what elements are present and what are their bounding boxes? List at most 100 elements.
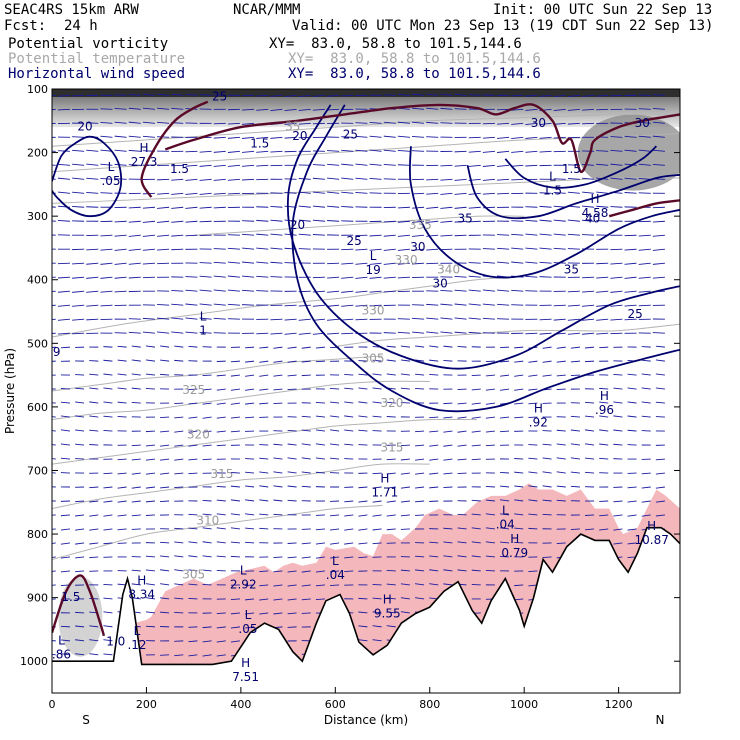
wind-vector-1676 — [103, 625, 113, 628]
theta-contour-360-10 — [52, 113, 680, 147]
wind-vector-711 — [142, 317, 155, 320]
wind-vector-1260 — [443, 486, 453, 488]
wind-vector-1464 — [216, 555, 226, 558]
wind-vector-8 — [157, 93, 170, 96]
wind-vector-1763 — [89, 653, 99, 656]
wind-vector-765 — [284, 332, 297, 335]
wind-vector-106 — [298, 122, 311, 125]
wind-vector-690 — [468, 303, 481, 306]
wind-vector-1441 — [514, 541, 524, 544]
wind-vector-883 — [89, 373, 99, 376]
wind-vector-231 — [199, 164, 212, 167]
contour-label-1: 25 — [212, 89, 227, 103]
wind-vector-1138 — [585, 443, 595, 446]
wind-vector-802 — [188, 345, 198, 348]
wind-vector-649 — [511, 289, 524, 292]
wind-vector-166 — [525, 136, 538, 139]
wind-vector-1205 — [287, 471, 297, 474]
wind-vector-1222 — [528, 471, 538, 474]
wind-vector-1388 — [386, 528, 396, 531]
wind-vector-870 — [528, 360, 538, 363]
wind-vector-800 — [160, 345, 170, 348]
wind-vector-1358 — [585, 514, 595, 516]
wind-vector-1058 — [75, 429, 85, 432]
wind-vector-882 — [75, 374, 85, 376]
wind-vector-165 — [511, 136, 524, 139]
wind-vector-339 — [482, 192, 495, 195]
wind-vector-1223 — [542, 471, 552, 474]
wind-vector-467 — [426, 234, 439, 237]
wind-vector-370 — [298, 205, 311, 208]
wind-vector-1151 — [145, 458, 155, 461]
wind-vector-1478 — [415, 555, 425, 558]
wind-vector-1076 — [330, 429, 340, 432]
wind-vector-264 — [52, 178, 56, 180]
wind-vector-122 — [525, 122, 538, 125]
wind-vector-1107 — [145, 444, 155, 447]
extremum-6: H.92 — [529, 402, 548, 430]
wind-vector-198 — [355, 149, 368, 152]
wind-vector-304 — [610, 177, 623, 180]
wind-vector-263 — [652, 164, 665, 166]
wind-vector-561 — [511, 261, 524, 264]
wind-vector-1556 — [273, 584, 283, 587]
wind-vector-769 — [341, 332, 354, 335]
wind-vector-1130 — [471, 444, 481, 447]
wind-vector-884 — [103, 373, 113, 376]
wind-vector-1075 — [315, 429, 325, 432]
wind-vector-851 — [259, 360, 269, 363]
wind-vector-869 — [514, 360, 524, 363]
wind-vector-570 — [638, 262, 651, 265]
wind-vector-137 — [114, 135, 127, 138]
wind-vector-450 — [185, 234, 198, 237]
wind-vector-1382 — [301, 528, 311, 530]
wind-vector-1440 — [500, 541, 510, 544]
wind-vector-1641 — [230, 612, 240, 615]
wind-vector-206 — [468, 150, 481, 153]
wind-vector-638 — [355, 290, 368, 293]
wind-vector-1437 — [457, 541, 467, 544]
wind-vector-949 — [400, 387, 410, 390]
wind-vector-1145 — [60, 457, 70, 460]
wind-vector-81 — [567, 108, 580, 111]
wind-vector-311 — [86, 191, 99, 194]
wind-vector-1083 — [429, 430, 439, 433]
wind-vector-939 — [259, 388, 269, 391]
wind-vector-777 — [454, 331, 467, 334]
y-tick-label-400: 400 — [27, 274, 48, 287]
wind-vector-661 — [57, 304, 70, 307]
wind-vector-448 — [157, 234, 170, 237]
wind-vector-1487 — [542, 556, 552, 559]
extremum-13: L2.92 — [230, 564, 257, 592]
wind-vector-1259 — [429, 486, 439, 489]
wind-vector-1026 — [245, 416, 255, 419]
wind-vector-1095 — [599, 429, 609, 432]
theta-contour-305-5 — [335, 323, 680, 347]
wind-vector-1298 — [358, 500, 368, 503]
wind-vector-1566 — [415, 583, 425, 586]
wind-vector-957 — [514, 388, 524, 391]
wind-vector-1404 — [613, 528, 623, 531]
wind-vector-853 — [287, 360, 297, 363]
wind-vector-1231 — [655, 472, 665, 475]
wind-vector-1055 — [655, 416, 665, 418]
wind-vector-220 — [52, 164, 56, 166]
wind-vector-1513 — [287, 570, 297, 573]
wind-vector-840 — [103, 359, 113, 362]
wind-vector-391 — [596, 205, 609, 208]
wind-vector-178 — [72, 149, 85, 152]
wind-vector-1195 — [145, 472, 155, 475]
wind-vector-293 — [454, 178, 467, 181]
wind-vector-739 — [539, 318, 552, 321]
wind-vector-691 — [482, 303, 495, 306]
x-axis-label: Distance (km) — [324, 713, 408, 727]
wind-vector-1119 — [315, 443, 325, 446]
wind-vector-114 — [412, 121, 425, 124]
wind-vector-1065 — [174, 430, 184, 433]
wind-vector-937 — [230, 388, 240, 391]
wind-vector-201 — [397, 149, 410, 152]
wind-vector-614 — [638, 276, 651, 279]
wind-vector-449 — [171, 234, 184, 237]
wind-vector-1719 — [89, 639, 99, 642]
terrain-mask — [52, 527, 680, 693]
